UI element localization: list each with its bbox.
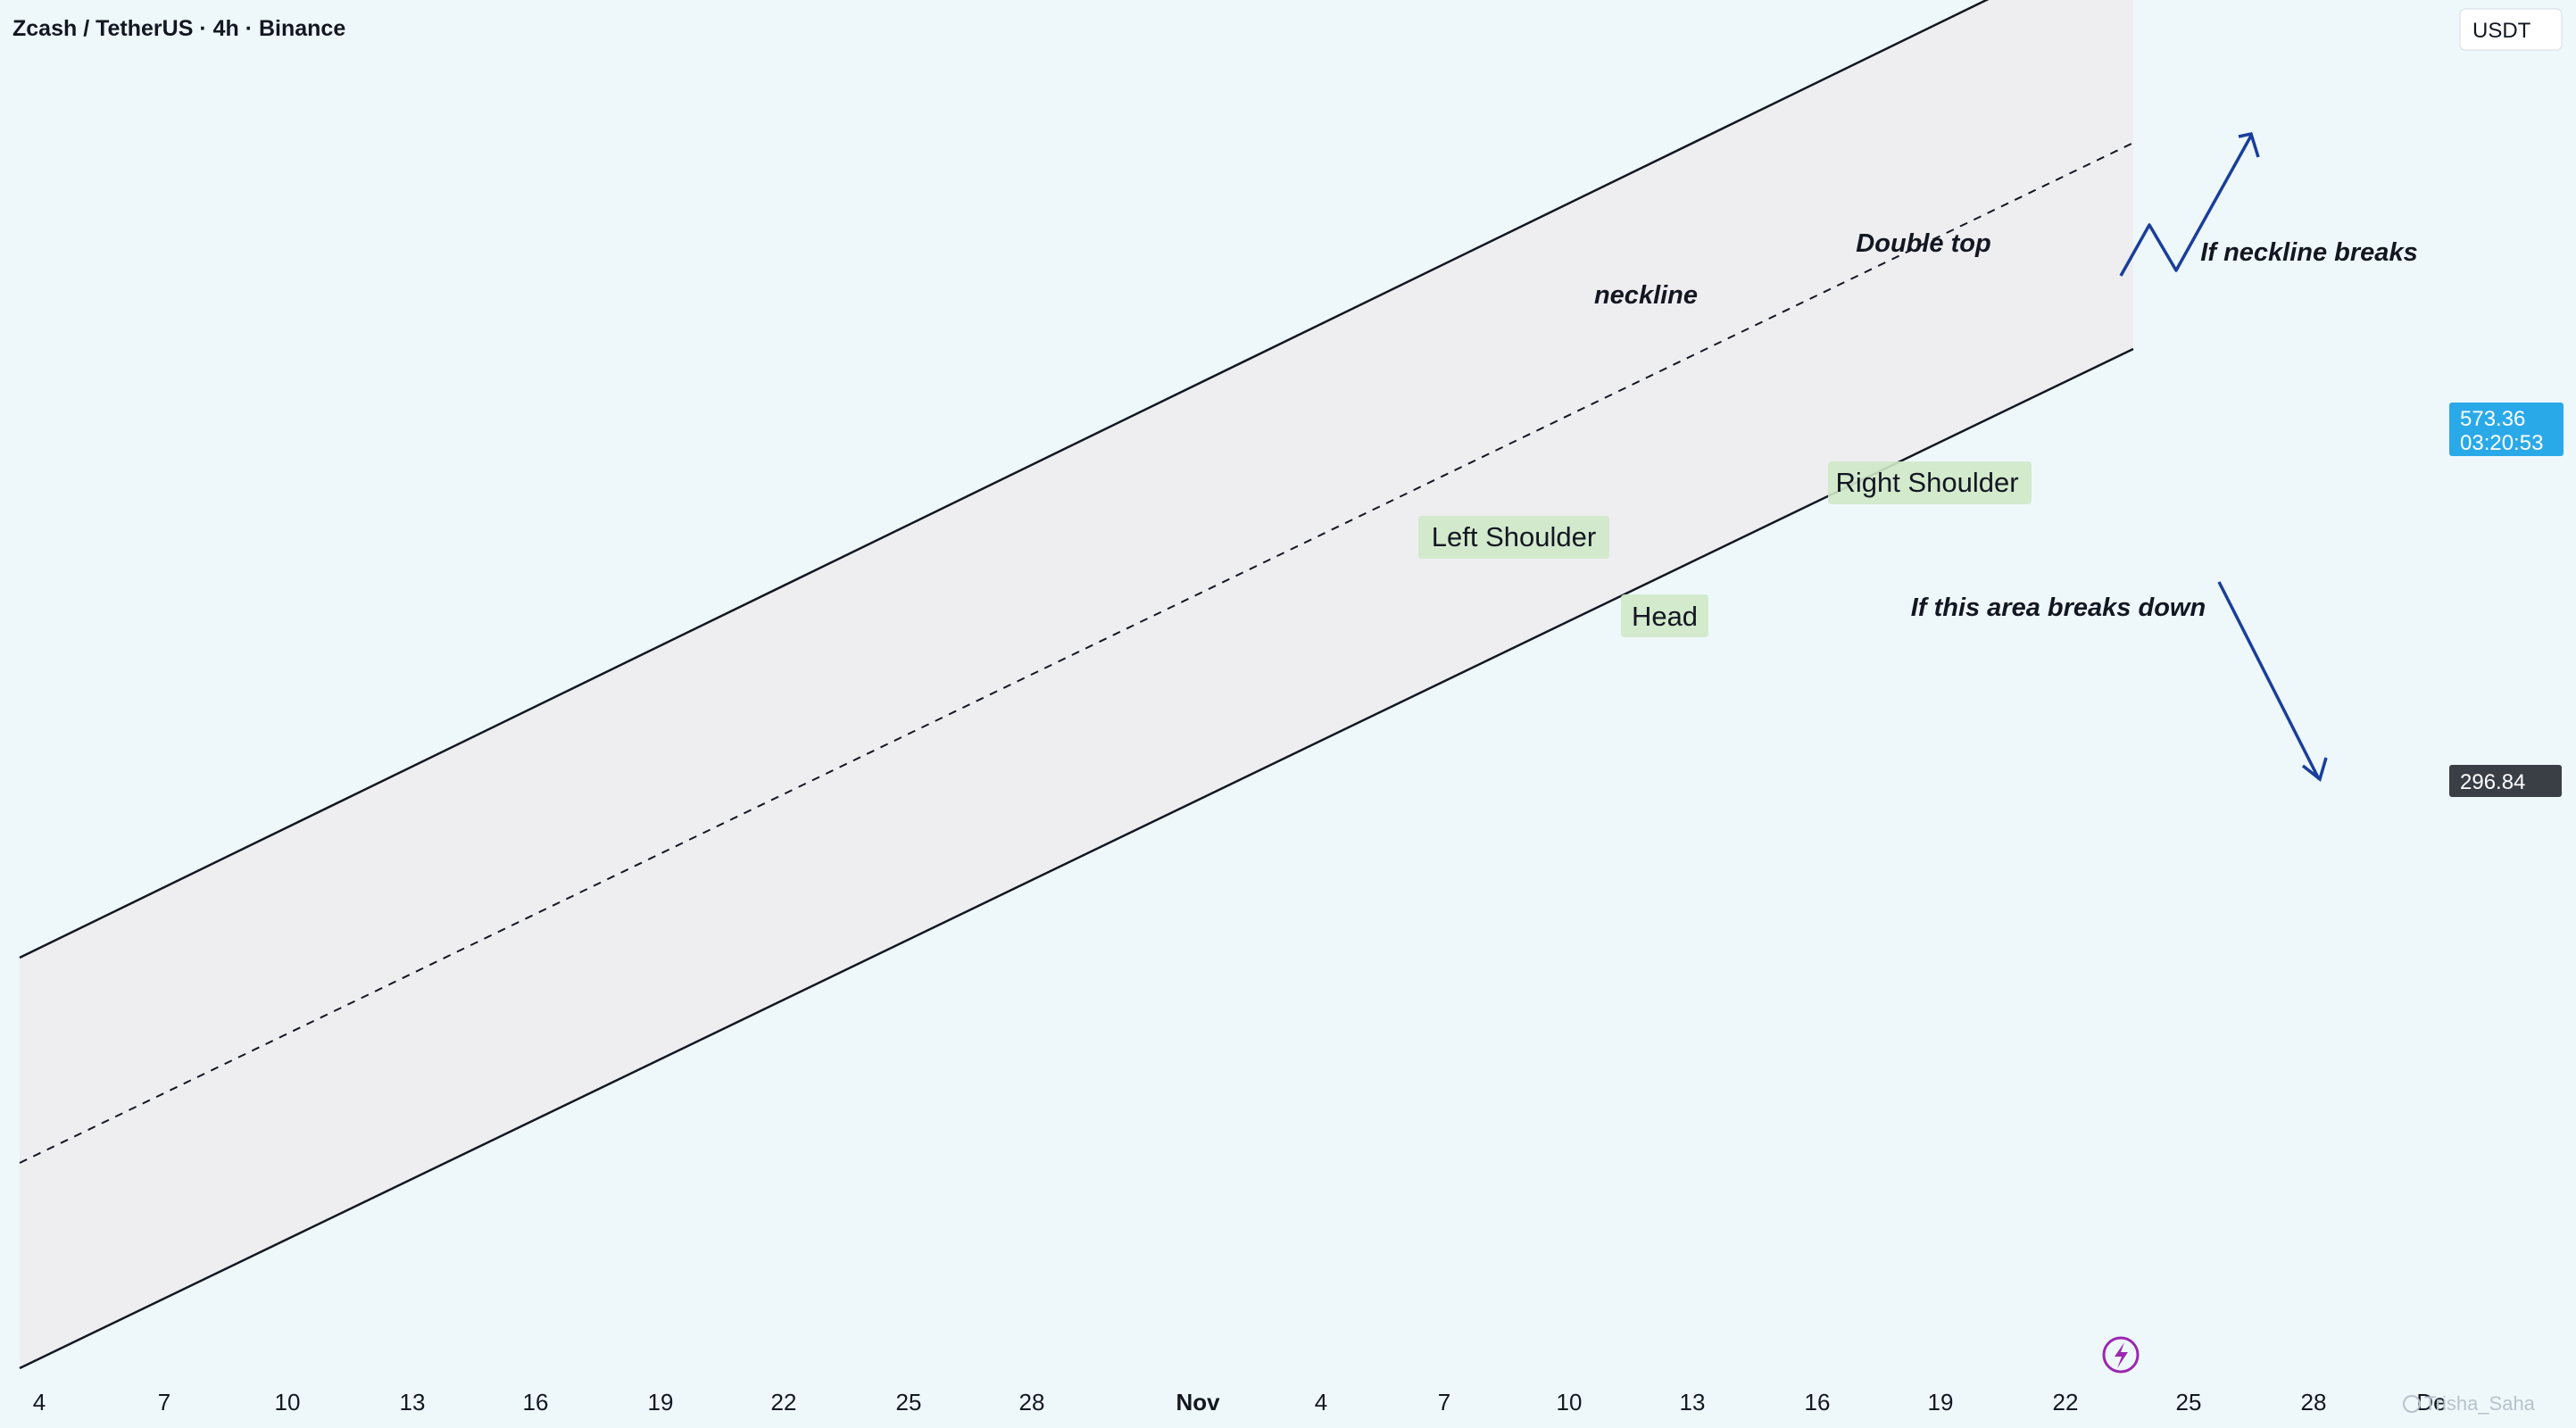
time-tick-label: 13: [400, 1389, 426, 1416]
channel-lower-line[interactable]: [19, 347, 2134, 1370]
head-label-background: [1621, 594, 1708, 637]
time-tick-label: 22: [2053, 1389, 2079, 1416]
breakout-arrow[interactable]: [2119, 135, 2253, 277]
author-watermark: Trisha_Saha: [2403, 1392, 2536, 1415]
time-tick-label: 10: [275, 1389, 301, 1416]
last-price-value: 573.36: [2460, 407, 2525, 431]
time-tick-label: 25: [2176, 1389, 2202, 1416]
time-tick-label: 28: [1019, 1389, 1045, 1416]
head-label[interactable]: Head: [1632, 601, 1698, 632]
channel-fill: [20, 0, 2133, 1368]
channel-mid-line[interactable]: [19, 142, 2134, 1164]
currency-unit-label: USDT: [2472, 19, 2531, 43]
time-tick-label: 4: [1315, 1389, 1327, 1416]
neckline-label[interactable]: neckline: [1594, 281, 1698, 310]
time-tick-label: 19: [1928, 1389, 1954, 1416]
area-breakdown-label[interactable]: If this area breaks down: [1911, 594, 2206, 622]
time-tick-label: 7: [1438, 1389, 1450, 1416]
channel-upper-line[interactable]: [19, 0, 2005, 959]
time-tick-label: 4: [33, 1389, 46, 1416]
time-tick-label: 10: [1557, 1389, 1583, 1416]
chart-title: Zcash / TetherUS · 4h · Binance: [12, 16, 345, 41]
double-top-label[interactable]: Double top: [1856, 229, 1990, 258]
time-tick-label: Nov: [1176, 1389, 1220, 1416]
left-shoulder-label[interactable]: Left Shoulder: [1432, 521, 1596, 552]
level-price-value: 296.84: [2460, 770, 2525, 794]
time-tick-label: 22: [771, 1389, 797, 1416]
currency-unit-button[interactable]: [2459, 8, 2563, 51]
time-tick-label: 25: [896, 1389, 922, 1416]
time-tick-label: De: [2416, 1389, 2446, 1416]
time-tick-label: 16: [523, 1389, 549, 1416]
level-price-tag: [2449, 765, 2562, 797]
last-price-tag: [2449, 403, 2564, 456]
price-axis-panel: [2440, 0, 2576, 1428]
breakdown-arrow[interactable]: [2217, 581, 2321, 780]
arrow-up-head-icon: [2238, 131, 2260, 158]
time-tick-label: 7: [158, 1389, 170, 1416]
watermark-icon: [2403, 1395, 2421, 1413]
time-axis-panel: [0, 1374, 2440, 1428]
right-shoulder-label-background: [1828, 461, 2032, 504]
arrow-down-head-icon: [2301, 757, 2328, 782]
left-shoulder-label-background: [1418, 516, 1609, 559]
neckline-break-label[interactable]: If neckline breaks: [2200, 238, 2417, 267]
time-tick-label: 13: [1680, 1389, 1706, 1416]
right-shoulder-label[interactable]: Right Shoulder: [1835, 467, 2018, 498]
time-axis[interactable]: 4 7 10 13 16 19 22 25 28 Nov 4 7 10 13 16 19 22 25 28 De: [33, 1389, 2447, 1416]
candle-countdown: 03:20:53: [2460, 431, 2543, 455]
lightning-icon[interactable]: [2102, 1336, 2140, 1374]
watermark-text: Trisha_Saha: [2424, 1392, 2536, 1415]
future-area: [2133, 0, 2440, 1374]
time-tick-label: 16: [1805, 1389, 1831, 1416]
time-tick-label: 28: [2301, 1389, 2327, 1416]
time-tick-label: 19: [648, 1389, 674, 1416]
